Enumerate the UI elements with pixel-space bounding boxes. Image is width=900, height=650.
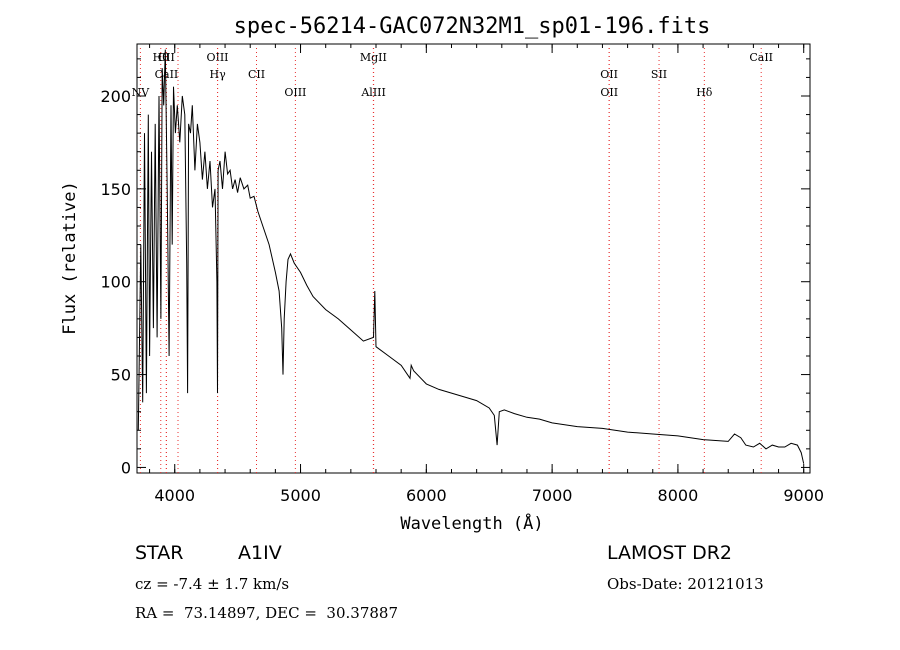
coordinates: RA = 73.14897, DEC = 30.37887 — [135, 604, 399, 622]
y-tick-label: 50 — [111, 366, 131, 385]
y-tick-label: 200 — [100, 87, 131, 106]
marker-label: OIII — [284, 86, 306, 99]
marker-label: Hδ — [696, 86, 713, 99]
y-tick-label: 150 — [100, 180, 131, 199]
marker-label: OIII — [206, 51, 228, 64]
x-tick-label: 9000 — [783, 486, 824, 505]
spectrum-line — [137, 49, 805, 464]
object-class: STAR — [135, 542, 184, 564]
marker-label: Hγ — [210, 68, 227, 81]
x-tick-label: 6000 — [406, 486, 447, 505]
x-tick-label: 8000 — [658, 486, 699, 505]
y-axis: 0 50 100 150 200 — [100, 58, 810, 477]
y-tick-label: 100 — [100, 273, 131, 292]
y-tick-label: 0 — [121, 458, 131, 477]
marker-label: OII — [600, 68, 618, 81]
x-tick-label: 5000 — [280, 486, 321, 505]
x-tick-label: 7000 — [532, 486, 573, 505]
marker-label: AlIII — [360, 86, 386, 99]
plot-frame — [136, 43, 811, 474]
marker-label: NV — [132, 86, 151, 99]
redshift-info: cz = -7.4 ± 1.7 km/s — [135, 575, 290, 593]
marker-label: SII — [651, 68, 667, 81]
y-axis-label: Flux (relative) — [60, 181, 80, 335]
marker-label: CaII — [155, 68, 179, 81]
obs-date: Obs-Date: 20121013 — [607, 575, 764, 593]
marker-label: CII — [248, 68, 265, 81]
x-axis-label: Wavelength (Å) — [400, 512, 543, 534]
survey-name: LAMOST DR2 — [607, 542, 732, 564]
chart-title: spec-56214-GAC072N32M1_sp01-196.fits — [234, 14, 711, 39]
marker-label: OII — [600, 86, 618, 99]
marker-label: CaII — [749, 51, 773, 64]
marker-label: CII — [158, 51, 175, 64]
object-subclass: A1IV — [238, 542, 282, 564]
marker-label: MgII — [360, 51, 387, 64]
x-axis: 4000 5000 6000 7000 8000 9000 — [149, 44, 824, 505]
x-tick-label: 4000 — [154, 486, 195, 505]
